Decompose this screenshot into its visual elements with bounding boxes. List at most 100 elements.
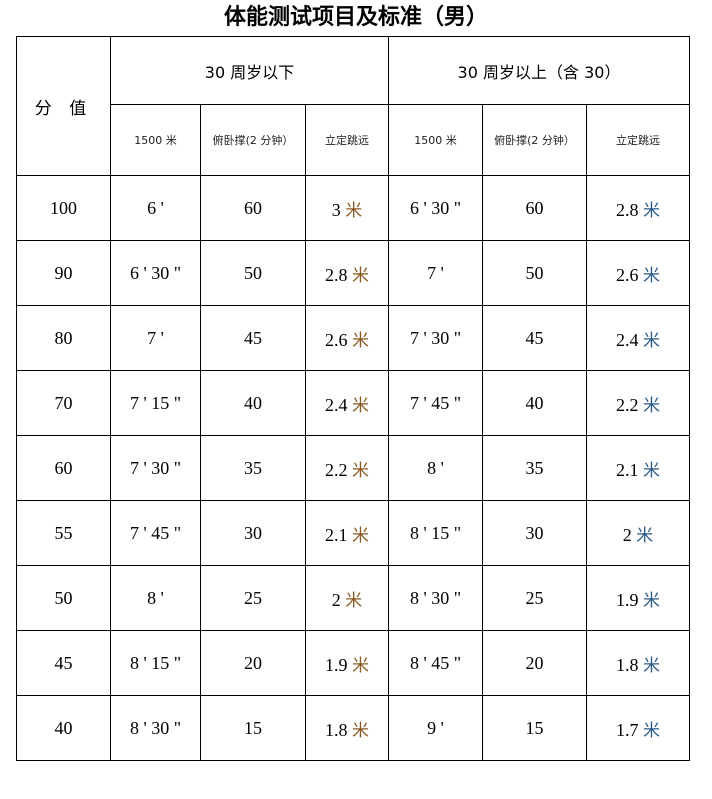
table-row: 50 8 ' 25 2 米 8 ' 30 " 25 1.9 米	[16, 565, 690, 631]
cell-value: 100	[50, 197, 77, 218]
pushup-cell: 45	[200, 305, 306, 371]
cell-value: 25	[525, 587, 544, 608]
unit-label: 米	[352, 265, 369, 286]
score-cell: 90	[16, 240, 111, 306]
unit-label: 米	[345, 200, 363, 221]
cell-value: 1.8	[616, 654, 639, 675]
jump-cell: 2.4 米	[305, 370, 389, 436]
pushup-cell: 30	[200, 500, 306, 566]
cell-value: 2.8	[325, 264, 348, 285]
table-row: 80 7 ' 45 2.6 米 7 ' 30 " 45 2.4 米	[16, 305, 690, 371]
unit-label: 米	[352, 525, 369, 546]
jump-cell: 2.8 米	[586, 175, 690, 241]
run-cell: 8 ' 45 "	[388, 630, 483, 696]
pushup-cell: 35	[200, 435, 306, 501]
unit-label: 米	[352, 460, 369, 481]
cell-value: 25	[244, 587, 262, 608]
group-under-30: 30 周岁以下	[110, 36, 389, 105]
jump-cell: 1.9 米	[305, 630, 389, 696]
score-header: 分 值	[16, 36, 111, 176]
pushup-cell: 40	[482, 370, 587, 436]
score-cell: 100	[16, 175, 111, 241]
pushup-cell: 30	[482, 500, 587, 566]
cell-value: 8 ' 15 "	[409, 522, 462, 543]
unit-label: 米	[352, 655, 369, 676]
cell-value: 8 '	[147, 587, 164, 608]
jump-cell: 2.2 米	[586, 370, 690, 436]
cell-value: 9 '	[427, 717, 444, 738]
cell-value: 8 ' 15 "	[129, 652, 182, 673]
cell-value: 8 ' 30 "	[409, 587, 462, 608]
cell-value: 50	[54, 587, 73, 608]
cell-value: 45	[525, 327, 544, 348]
unit-label: 米	[643, 655, 660, 676]
score-cell: 40	[16, 695, 111, 761]
cell-value: 30	[525, 522, 544, 543]
cell-value: 2.1	[616, 459, 639, 480]
cell-value: 1.9	[325, 654, 348, 675]
score-cell: 50	[16, 565, 111, 631]
run-cell: 7 ' 15 "	[110, 370, 201, 436]
unit-label: 米	[643, 330, 660, 351]
cell-value: 1.9	[616, 589, 639, 610]
jump-cell: 2 米	[305, 565, 389, 631]
jump-cell: 2.6 米	[305, 305, 389, 371]
score-cell: 55	[16, 500, 111, 566]
cell-value: 30	[244, 522, 262, 543]
run-cell: 7 ' 45 "	[110, 500, 201, 566]
score-cell: 80	[16, 305, 111, 371]
cell-value: 6 ' 30 "	[129, 262, 182, 283]
pushup-cell: 20	[482, 630, 587, 696]
unit-label: 米	[643, 200, 660, 221]
run-cell: 8 ' 30 "	[110, 695, 201, 761]
run-cell: 7 ' 30 "	[110, 435, 201, 501]
unit-label: 米	[643, 590, 660, 611]
jump-cell: 1.8 米	[586, 630, 690, 696]
pushup-cell: 45	[482, 305, 587, 371]
run-cell: 8 '	[110, 565, 201, 631]
jump-cell: 2.4 米	[586, 305, 690, 371]
cell-value: 8 '	[427, 457, 444, 478]
run-cell: 7 '	[110, 305, 201, 371]
cell-value: 1.8	[325, 719, 348, 740]
unit-label: 米	[643, 720, 660, 741]
cell-value: 60	[54, 457, 73, 478]
cell-value: 7 '	[147, 327, 164, 348]
run-cell: 7 ' 45 "	[388, 370, 483, 436]
score-cell: 45	[16, 630, 111, 696]
jump-cell: 2 米	[586, 500, 690, 566]
table-row: 70 7 ' 15 " 40 2.4 米 7 ' 45 " 40 2.2 米	[16, 370, 690, 436]
pushup-cell: 50	[482, 240, 587, 306]
run-cell: 8 '	[388, 435, 483, 501]
cell-value: 35	[244, 457, 262, 478]
cell-value: 7 ' 30 "	[129, 457, 182, 478]
run-cell: 8 ' 15 "	[110, 630, 201, 696]
unit-label: 米	[345, 590, 363, 611]
table-row: 40 8 ' 30 " 15 1.8 米 9 ' 15 1.7 米	[16, 695, 690, 761]
jump-cell: 1.8 米	[305, 695, 389, 761]
unit-label: 米	[352, 395, 369, 416]
sub-header-pushup: 俯卧撑(2 分钟）	[200, 104, 306, 176]
group-over-30: 30 周岁以上（含 30）	[388, 36, 690, 105]
sub-header-run: 1500 米	[110, 104, 201, 176]
unit-label: 米	[643, 265, 660, 286]
pushup-cell: 60	[482, 175, 587, 241]
table-row: 90 6 ' 30 " 50 2.8 米 7 ' 50 2.6 米	[16, 240, 690, 306]
cell-value: 7 '	[427, 262, 444, 283]
run-cell: 7 ' 30 "	[388, 305, 483, 371]
sub-header-run: 1500 米	[388, 104, 483, 176]
cell-value: 20	[525, 652, 544, 673]
cell-value: 80	[54, 327, 73, 348]
cell-value: 6 ' 30 "	[409, 197, 462, 218]
cell-value: 2.4	[616, 329, 639, 350]
cell-value: 40	[54, 717, 73, 738]
cell-value: 3	[331, 199, 341, 220]
cell-value: 6 '	[147, 197, 164, 218]
cell-value: 35	[525, 457, 544, 478]
jump-cell: 3 米	[305, 175, 389, 241]
cell-value: 55	[54, 522, 73, 543]
pushup-cell: 60	[200, 175, 306, 241]
cell-value: 7 ' 30 "	[409, 327, 462, 348]
pushup-cell: 15	[200, 695, 306, 761]
jump-cell: 1.9 米	[586, 565, 690, 631]
